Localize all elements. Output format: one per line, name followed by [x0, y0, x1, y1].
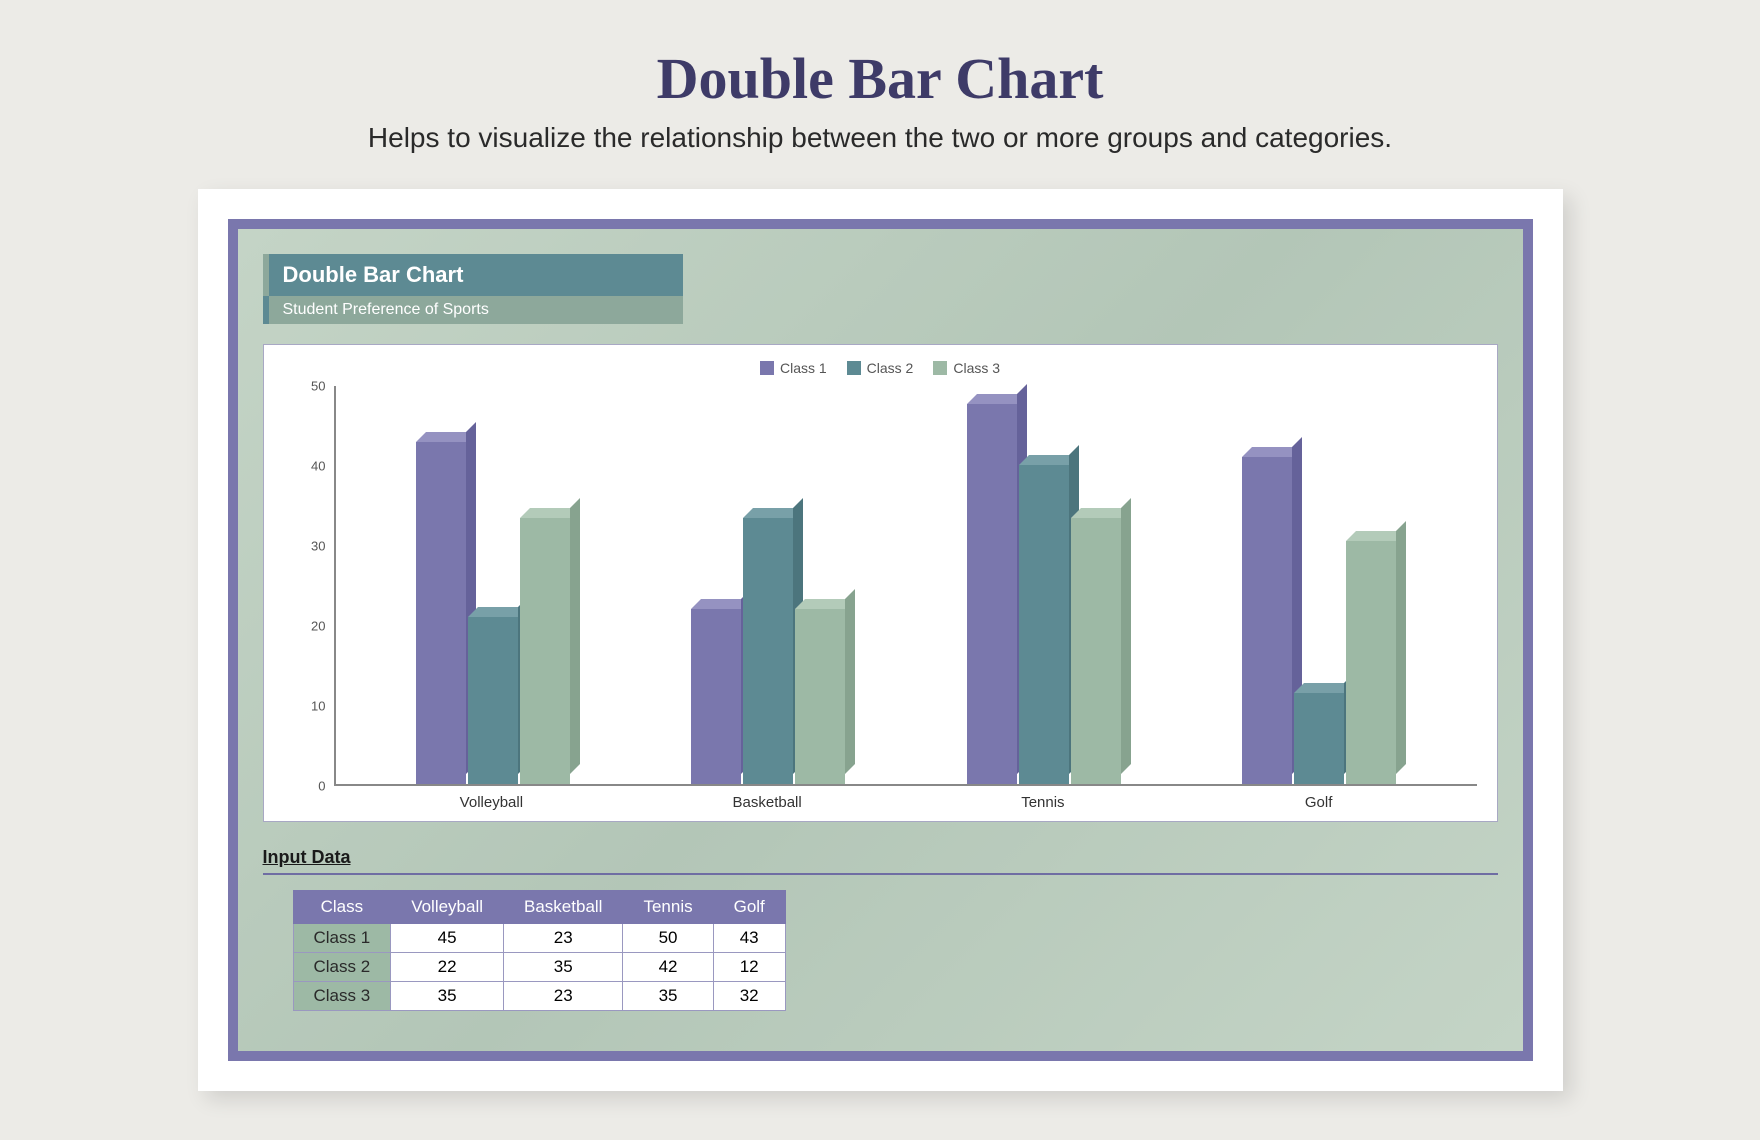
- bar: [1019, 465, 1069, 784]
- data-table: ClassVolleyballBasketballTennisGolfClass…: [293, 890, 786, 1011]
- table-rowhead-cell: Class 1: [293, 924, 391, 953]
- bar: [1071, 518, 1121, 784]
- chart-legend: Class 1 Class 2 Class 3: [284, 360, 1477, 376]
- legend-label: Class 2: [867, 360, 914, 376]
- chart-area: Class 1 Class 2 Class 3 0 10 20 30 40 50 Volley…: [263, 344, 1498, 822]
- bar: [1242, 457, 1292, 784]
- legend-item: Class 3: [933, 360, 1000, 376]
- y-tick: 0: [318, 779, 325, 794]
- y-axis: 01020304050: [284, 386, 334, 786]
- bar-group: [1241, 457, 1397, 784]
- table-cell: 42: [623, 953, 713, 982]
- table-header-cell: Class: [293, 891, 391, 924]
- plot-body: [334, 386, 1477, 786]
- table-header-cell: Tennis: [623, 891, 713, 924]
- page-title: Double Bar Chart: [0, 45, 1760, 112]
- y-tick: 40: [311, 459, 325, 474]
- y-tick: 50: [311, 379, 325, 394]
- bar: [468, 617, 518, 784]
- bar: [520, 518, 570, 784]
- table-cell: 45: [391, 924, 504, 953]
- legend-item: Class 2: [847, 360, 914, 376]
- input-data-label: Input Data: [263, 847, 1498, 868]
- page-subtitle: Helps to visualize the relationship betw…: [0, 122, 1760, 154]
- bar: [1346, 541, 1396, 784]
- bar-group: [415, 442, 571, 784]
- x-tick-label: Basketball: [629, 794, 905, 811]
- table-cell: 23: [504, 924, 623, 953]
- x-tick-label: Tennis: [905, 794, 1181, 811]
- table-cell: 35: [623, 982, 713, 1011]
- table-header-row: ClassVolleyballBasketballTennisGolf: [293, 891, 785, 924]
- document-frame: Double Bar Chart Student Preference of S…: [198, 189, 1563, 1091]
- y-tick: 20: [311, 619, 325, 634]
- bar: [1294, 693, 1344, 784]
- y-tick: 10: [311, 699, 325, 714]
- bar: [691, 609, 741, 784]
- table-header-cell: Golf: [713, 891, 785, 924]
- table-cell: 50: [623, 924, 713, 953]
- table-row: Class 145235043: [293, 924, 785, 953]
- inner-border: Double Bar Chart Student Preference of S…: [228, 219, 1533, 1061]
- table-rowhead-cell: Class 3: [293, 982, 391, 1011]
- table-cell: 12: [713, 953, 785, 982]
- table-cell: 32: [713, 982, 785, 1011]
- table-header-cell: Volleyball: [391, 891, 504, 924]
- table-cell: 22: [391, 953, 504, 982]
- table-row: Class 222354212: [293, 953, 785, 982]
- bar-groups: [336, 386, 1477, 784]
- table-cell: 43: [713, 924, 785, 953]
- bar: [743, 518, 793, 784]
- table-rowhead-cell: Class 2: [293, 953, 391, 982]
- table-header-cell: Basketball: [504, 891, 623, 924]
- legend-label: Class 1: [780, 360, 827, 376]
- x-tick-label: Volleyball: [354, 794, 630, 811]
- table-cell: 35: [391, 982, 504, 1011]
- chart-plot: 01020304050: [284, 386, 1477, 786]
- table-cell: 35: [504, 953, 623, 982]
- section-rule: [263, 873, 1498, 875]
- card-subtitle: Student Preference of Sports: [263, 296, 683, 324]
- y-tick: 30: [311, 539, 325, 554]
- card-title: Double Bar Chart: [263, 254, 683, 296]
- bar: [967, 404, 1017, 784]
- table-cell: 23: [504, 982, 623, 1011]
- bar: [416, 442, 466, 784]
- x-tick-label: Golf: [1181, 794, 1457, 811]
- legend-label: Class 3: [953, 360, 1000, 376]
- bar: [795, 609, 845, 784]
- bar-group: [966, 404, 1122, 784]
- legend-swatch: [847, 361, 861, 375]
- bar-group: [690, 518, 846, 784]
- x-axis: VolleyballBasketballTennisGolf: [284, 786, 1477, 811]
- legend-swatch: [933, 361, 947, 375]
- card-header: Double Bar Chart Student Preference of S…: [263, 254, 683, 324]
- legend-item: Class 1: [760, 360, 827, 376]
- table-row: Class 335233532: [293, 982, 785, 1011]
- legend-swatch: [760, 361, 774, 375]
